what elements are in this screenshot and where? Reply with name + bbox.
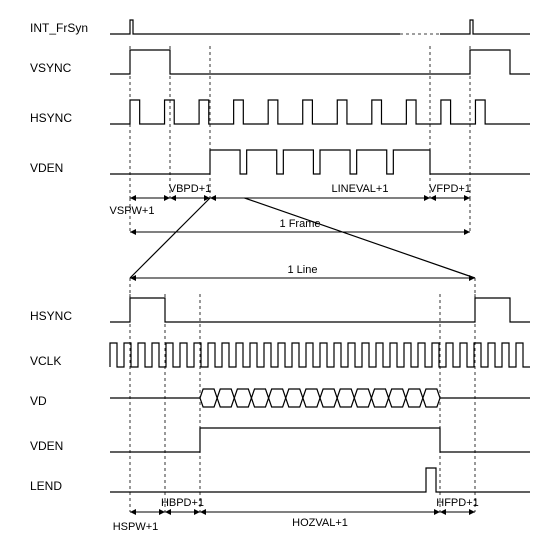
- svg-text:LINEVAL+1: LINEVAL+1: [332, 183, 389, 195]
- signal-label: VSYNC: [30, 61, 72, 75]
- svg-text:HOZVAL+1: HOZVAL+1: [292, 517, 348, 529]
- signal-label: VDEN: [30, 439, 63, 453]
- signal-label: LEND: [30, 479, 62, 493]
- svg-text:VFPD+1: VFPD+1: [429, 183, 471, 195]
- svg-text:HSPW+1: HSPW+1: [113, 521, 159, 533]
- signal-label: VCLK: [30, 354, 61, 368]
- svg-text:VBPD+1: VBPD+1: [169, 183, 212, 195]
- svg-text:HFPD+1: HFPD+1: [436, 497, 479, 509]
- signal-label: VDEN: [30, 161, 63, 175]
- svg-text:VSPW+1: VSPW+1: [110, 205, 155, 217]
- svg-text:1 Frame: 1 Frame: [280, 218, 321, 230]
- signal-label: HSYNC: [30, 111, 72, 125]
- signal-label: VD: [30, 394, 47, 408]
- svg-text:1 Line: 1 Line: [288, 264, 318, 276]
- signal-label: HSYNC: [30, 309, 72, 323]
- signal-label: INT_FrSyn: [30, 21, 88, 35]
- svg-text:HBPD+1: HBPD+1: [161, 497, 204, 509]
